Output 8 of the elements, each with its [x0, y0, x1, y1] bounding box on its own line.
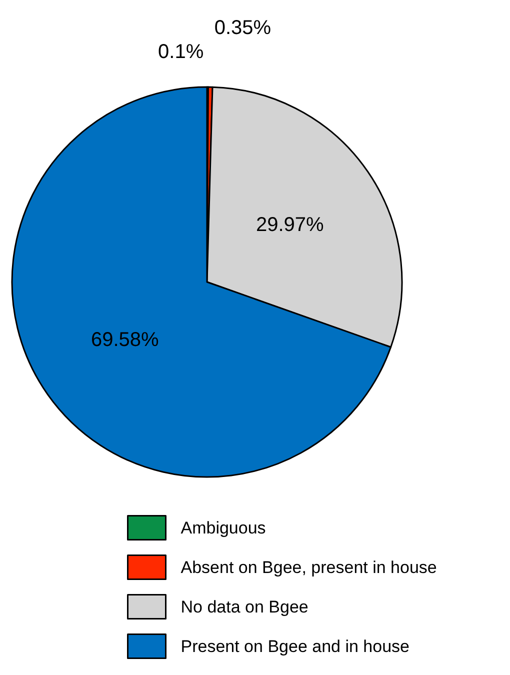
data-label: 0.35% [214, 17, 272, 40]
legend-label: Present on Bgee and in house [180, 636, 410, 656]
legend-label: Ambiguous [180, 518, 266, 538]
data-label: 29.97% [256, 214, 324, 236]
legend-label: Absent on Bgee, present in house [180, 558, 437, 577]
data-label: 69.58% [91, 328, 160, 351]
data-label: 0.1% [158, 41, 204, 63]
legend-label: No data on Bgee [180, 597, 308, 616]
